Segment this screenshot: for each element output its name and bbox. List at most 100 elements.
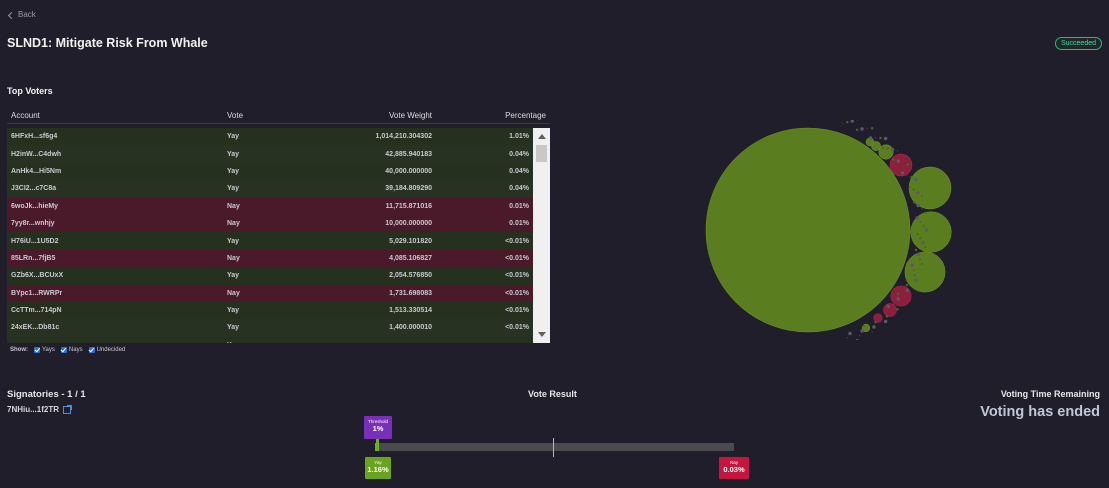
small-vote-bubble	[921, 240, 925, 245]
table-row[interactable]: 7yy8r...wnhjy Nay 10,000.000000 0.01%	[7, 214, 533, 233]
small-vote-bubble	[916, 191, 920, 195]
small-vote-bubble	[883, 136, 888, 141]
threshold-label: Threshold	[367, 419, 388, 424]
small-vote-bubble	[919, 237, 922, 240]
small-vote-bubble	[846, 337, 848, 339]
cell-percentage: <0.01%	[505, 307, 529, 315]
nay-value: 0.03%	[723, 465, 745, 474]
small-vote-bubble	[905, 288, 910, 292]
cell-vote-weight: 1,513.330514	[389, 307, 432, 315]
cell-percentage: 0.04%	[509, 185, 529, 193]
cell-account: 6woJk...hieMy	[11, 202, 59, 210]
filter-undecided-checkbox[interactable]: Undecided	[88, 347, 125, 353]
cell-vote-weight: 11,715.871016	[385, 202, 432, 210]
small-vote-bubble	[860, 127, 864, 131]
vote-bubble[interactable]	[889, 153, 913, 177]
external-link-icon[interactable]	[63, 404, 73, 414]
small-vote-bubble	[866, 127, 868, 130]
cell-vote: Yay	[227, 133, 240, 141]
small-vote-bubble	[924, 246, 927, 248]
vote-bubble[interactable]	[705, 127, 911, 333]
chevron-left-icon	[7, 11, 16, 19]
small-vote-bubble	[907, 294, 909, 297]
vote-filters: Show: Yays Nays Undecided	[10, 347, 127, 353]
small-vote-bubble	[886, 304, 890, 308]
table-row[interactable]: J3CI2...c7C8a Yay 39,184.809290 0.04%	[7, 180, 533, 198]
cell-vote: Nay	[227, 220, 240, 228]
table-row[interactable]: CcTTm...714pN Yay 1,513.330514 <0.01%	[7, 301, 533, 320]
small-vote-bubble	[919, 221, 922, 223]
small-vote-bubble	[905, 279, 907, 281]
cell-percentage: 0.01%	[509, 220, 529, 228]
small-vote-bubble	[924, 211, 927, 214]
small-vote-bubble	[860, 329, 864, 333]
table-row[interactable]: 24xEK...Db81c Yay 1,400.000010 <0.01%	[7, 319, 533, 337]
cell-account: H2inW...C4dwh	[11, 150, 62, 158]
vote-bubble[interactable]	[908, 166, 952, 210]
filter-yays-checkbox[interactable]: Yays	[34, 347, 55, 353]
threshold-marker: Threshold 1%	[364, 416, 392, 439]
cell-account: 6HFxH...sf6g4	[11, 133, 58, 141]
table-row[interactable]: 85LRn...7fjB5 Nay 4,085.106827 <0.01%	[7, 249, 533, 268]
small-vote-bubble	[921, 195, 923, 197]
top-voters-table: Account Vote Vote Weight Percentage 6HFx…	[7, 107, 550, 343]
small-vote-bubble	[924, 228, 929, 232]
cell-percentage: 1.01%	[509, 133, 529, 141]
table-scrollbar[interactable]	[533, 128, 550, 343]
cell-vote: Yay	[227, 272, 240, 280]
cell-percentage: <0.01%	[505, 324, 529, 332]
table-body[interactable]: 6HFxH...sf6g4 Yay 1,014,210.304302 1.01% H2i…	[7, 128, 550, 343]
small-vote-bubble	[905, 283, 909, 287]
small-vote-bubble	[912, 269, 915, 271]
vote-bubble[interactable]	[883, 303, 897, 317]
cell-vote: Yay	[227, 167, 240, 175]
table-row[interactable]: AnHk4...Hi5Nm Yay 40,000.000000 0.04%	[7, 162, 533, 181]
small-vote-bubble	[885, 315, 888, 318]
cell-vote: Nay	[227, 254, 240, 262]
small-vote-bubble	[914, 248, 918, 252]
filter-nays-label: Nays	[68, 347, 83, 353]
table-row[interactable]: GZb6X...BCUxX Yay 2,054.576850 <0.01%	[7, 267, 533, 285]
cell-vote: Yay	[227, 237, 240, 245]
cell-percentage: 0.04%	[509, 150, 529, 158]
small-vote-bubble	[910, 176, 913, 179]
scroll-down-icon[interactable]	[538, 332, 546, 337]
small-vote-bubble	[856, 338, 859, 340]
show-label: Show:	[10, 347, 28, 353]
small-vote-bubble	[870, 127, 874, 130]
small-vote-bubble	[862, 325, 866, 328]
back-link[interactable]: Back	[7, 10, 36, 19]
table-row[interactable]: Yay	[7, 336, 533, 343]
vote-bubble[interactable]	[873, 313, 883, 323]
small-vote-bubble	[876, 316, 878, 318]
small-vote-bubble	[897, 303, 899, 305]
table-row[interactable]: 6HFxH...sf6g4 Yay 1,014,210.304302 1.01%	[7, 128, 533, 146]
back-label: Back	[18, 10, 36, 19]
small-vote-bubble	[872, 325, 876, 329]
small-vote-bubble	[896, 159, 900, 163]
small-vote-bubble	[882, 147, 884, 149]
nay-label: Nay	[729, 460, 738, 465]
cell-vote: Nay	[227, 202, 240, 210]
cell-vote: Yay	[227, 307, 240, 315]
yay-label: Yay	[374, 460, 382, 465]
cell-vote: Yay	[227, 185, 240, 193]
signatory-item[interactable]: 7NHiu...1f2TR	[7, 404, 73, 414]
small-vote-bubble	[871, 331, 873, 333]
vote-bubble[interactable]	[878, 144, 894, 160]
small-vote-bubble	[850, 120, 854, 123]
checkbox-checked-icon	[60, 347, 67, 353]
scroll-thumb[interactable]	[536, 145, 547, 162]
cell-vote-weight: 39,184.809290	[385, 185, 432, 193]
filter-nays-checkbox[interactable]: Nays	[60, 347, 83, 353]
table-row[interactable]: 6woJk...hieMy Nay 11,715.871016 0.01%	[7, 197, 533, 215]
scroll-up-icon[interactable]	[538, 134, 546, 139]
small-vote-bubble	[855, 128, 859, 131]
small-vote-bubble	[900, 171, 905, 175]
table-row[interactable]: BYpc1...RWRPr Nay 1,731.698083 <0.01%	[7, 284, 533, 302]
vote-bubble[interactable]	[904, 251, 946, 293]
voting-time-title: Voting Time Remaining	[1000, 389, 1100, 399]
vote-result-title: Vote Result	[528, 389, 577, 399]
table-row[interactable]: H76iU...1U5D2 Yay 5,029.101820 <0.01%	[7, 232, 533, 250]
table-row[interactable]: H2inW...C4dwh Yay 42,885.940183 0.04%	[7, 145, 533, 163]
